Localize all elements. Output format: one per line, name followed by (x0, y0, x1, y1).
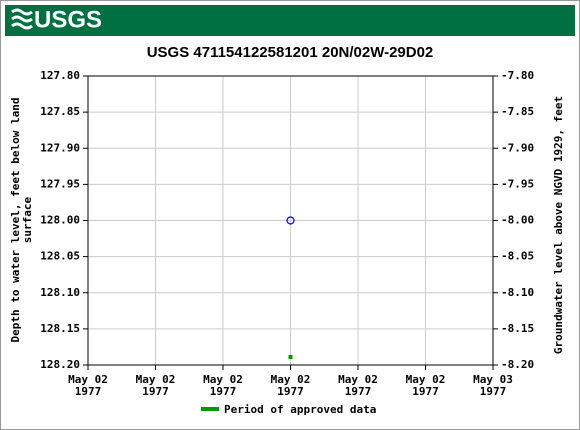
y-tick-label: 128.00 (40, 214, 80, 227)
plot-border (87, 75, 494, 366)
x-tick-label: May 02 1977 (203, 373, 243, 398)
y-tick-label: 128.20 (40, 358, 80, 371)
y2-tick-label: -8.10 (501, 286, 534, 299)
y2-tick-label: -8.15 (501, 322, 534, 335)
y-tick-label: 128.10 (40, 286, 80, 299)
logo: USGS (34, 6, 102, 33)
x-tick-label: May 02 1977 (405, 373, 446, 398)
point (286, 216, 295, 225)
x-tick-label: May 02 1977 (135, 373, 176, 398)
chart-title: USGS 471154122581201 20N/02W-29D02 (147, 44, 434, 61)
y2-tick-label: -8.20 (501, 358, 534, 371)
approved-mark (288, 355, 293, 359)
y2-tick-label: -8.05 (501, 250, 534, 263)
x-tick-label: May 02 1977 (270, 373, 311, 398)
y-tick-label: 127.80 (40, 69, 80, 82)
y-tick-label: 128.05 (40, 250, 80, 263)
y-tick-label: 127.90 (40, 141, 80, 154)
y2-tick-label: -7.95 (501, 177, 534, 190)
x-tick-label: May 02 1977 (338, 373, 378, 398)
y2-tick-label: -8.00 (501, 214, 534, 227)
x-tick-label: May 02 1977 (68, 373, 108, 398)
y-axis-label: Depth to water level, feet below land su… (9, 97, 34, 343)
y-tick-label: 127.95 (40, 177, 80, 190)
logo-waves (11, 8, 33, 30)
y-tick-label: 127.85 (40, 105, 80, 118)
header-bar (5, 5, 575, 36)
x-tick-label: May 03 1977 (473, 373, 513, 398)
y-tick-label: 128.15 (40, 322, 80, 335)
y2-tick-label: -7.85 (501, 105, 534, 118)
y2-tick-label: -7.90 (501, 141, 534, 154)
y2-tick-label: -7.80 (501, 69, 534, 82)
legend-label: Period of approved data (224, 403, 376, 416)
y2-axis-label: Groundwater level above NGVD 1929, feet (552, 95, 565, 355)
